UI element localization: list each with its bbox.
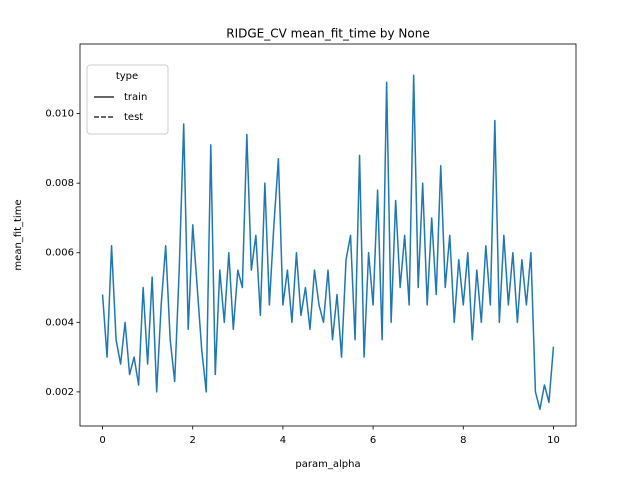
- x-tick-label: 2: [190, 435, 196, 446]
- x-tick-label: 6: [370, 435, 376, 446]
- data-line: [101, 74, 555, 411]
- legend-box: [86, 64, 169, 135]
- x-tick-label: 8: [460, 435, 466, 446]
- y-axis-label: mean_fit_time: [13, 199, 24, 270]
- legend-label: test: [124, 112, 143, 123]
- x-axis-label: param_alpha: [295, 459, 360, 470]
- y-tick-label: 0.008: [45, 178, 74, 189]
- plot-frame: [79, 43, 577, 427]
- y-tick-label: 0.010: [45, 109, 74, 120]
- y-tick-label: 0.004: [45, 317, 74, 328]
- legend-title: type: [116, 71, 138, 82]
- chart-title: RIDGE_CV mean_fit_time by None: [226, 27, 429, 41]
- y-tick-label: 0.002: [45, 387, 74, 398]
- y-tick-label: 0.006: [45, 248, 74, 259]
- legend-label: train: [124, 92, 147, 103]
- x-tick-label: 0: [99, 435, 105, 446]
- x-tick-label: 4: [280, 435, 286, 446]
- x-tick-label: 10: [547, 435, 560, 446]
